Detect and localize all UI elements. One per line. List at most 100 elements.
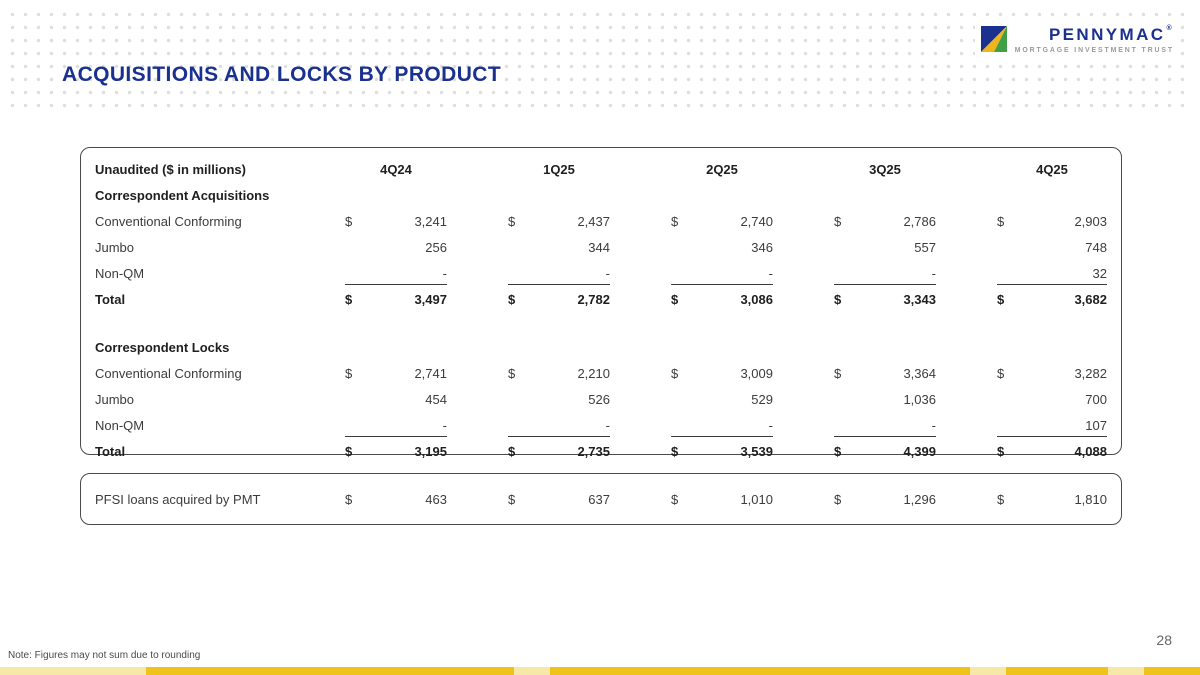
value-cell: $2,437 (508, 208, 671, 234)
value-group: $3,086 (671, 292, 773, 307)
value-text: 4,399 (903, 443, 936, 459)
bar-segment (550, 667, 970, 675)
value-cell: $3,241 (345, 208, 508, 234)
value-cell: - (834, 260, 997, 286)
pfsi-row: PFSI loans acquired by PMT $463 $637 $1,010… (95, 486, 1109, 512)
value-group: 529 (671, 392, 773, 407)
row-label: Jumbo (95, 391, 135, 407)
bar-segment (1006, 667, 1108, 675)
value-group: 32 (997, 266, 1107, 285)
value-text: 32 (1092, 265, 1107, 281)
currency-symbol: $ (834, 365, 842, 381)
value-text: - (605, 265, 610, 281)
value-group: $2,782 (508, 292, 610, 307)
value-text: 1,296 (903, 491, 936, 507)
value-group: $3,195 (345, 444, 447, 459)
table-row: Non-QM - - - - 32 (95, 260, 1109, 286)
value-group: $3,282 (997, 366, 1107, 381)
value-group: - (345, 266, 447, 285)
value-cell: - (671, 412, 834, 438)
currency-symbol: $ (508, 365, 516, 381)
value-cell: 1,036 (834, 386, 997, 412)
value-text: 2,210 (577, 365, 610, 381)
table-row: Non-QM - - - - 107 (95, 412, 1109, 438)
value-text: 2,741 (414, 365, 447, 381)
column-header-label: 3Q25 (869, 161, 901, 177)
value-cell: $3,282 (997, 360, 1109, 386)
bar-segment (514, 667, 550, 675)
value-text: - (931, 417, 936, 433)
value-cell: $3,497 (345, 286, 508, 312)
row-label: Total (95, 443, 126, 459)
value-text: 3,682 (1074, 291, 1107, 307)
value-text: 256 (425, 239, 447, 255)
value-cell: $3,343 (834, 286, 997, 312)
value-cell: $2,735 (508, 438, 671, 464)
value-group: $463 (345, 492, 447, 507)
value-group: $1,010 (671, 492, 773, 507)
value-text: - (931, 265, 936, 281)
value-text: 3,497 (414, 291, 447, 307)
section-header-row: Correspondent Acquisitions (95, 182, 1109, 208)
value-text: 3,343 (903, 291, 936, 307)
value-text: 344 (588, 239, 610, 255)
registered-mark: ® (1166, 25, 1174, 32)
bar-segment (146, 667, 514, 675)
value-group: $1,296 (834, 492, 936, 507)
value-group: $2,740 (671, 214, 773, 229)
table-row: Conventional Conforming $2,741 $2,210 $3,00… (95, 360, 1109, 386)
value-group: - (508, 418, 610, 437)
value-cell: 107 (997, 412, 1109, 438)
currency-symbol: $ (671, 365, 679, 381)
value-group: - (834, 266, 936, 285)
empty-cell (345, 182, 1109, 208)
value-group: $4,399 (834, 444, 936, 459)
value-text: 4,088 (1074, 443, 1107, 459)
currency-symbol: $ (671, 443, 679, 459)
value-group: $637 (508, 492, 610, 507)
main-table: Unaudited ($ in millions) 4Q24 1Q25 2Q25 3Q… (95, 156, 1109, 464)
table-header-row: Unaudited ($ in millions) 4Q24 1Q25 2Q25 3Q… (95, 156, 1109, 182)
row-label: Correspondent Locks (95, 339, 230, 355)
value-text: - (768, 265, 773, 281)
value-cell: $2,903 (997, 208, 1109, 234)
value-group: 454 (345, 392, 447, 407)
currency-symbol: $ (997, 443, 1005, 459)
value-group: 526 (508, 392, 610, 407)
value-group: - (671, 418, 773, 437)
value-cell: 748 (997, 234, 1109, 260)
bar-segment (1144, 667, 1200, 675)
pfsi-table-box: PFSI loans acquired by PMT $463 $637 $1,010… (80, 473, 1122, 525)
value-text: 748 (1085, 239, 1107, 255)
page-title: ACQUISITIONS AND LOCKS BY PRODUCT (62, 63, 502, 86)
currency-symbol: $ (345, 213, 353, 229)
value-text: 2,903 (1074, 213, 1107, 229)
column-header-label: 1Q25 (543, 161, 575, 177)
currency-symbol: $ (997, 213, 1005, 229)
value-cell: $3,539 (671, 438, 834, 464)
value-cell: $4,088 (997, 438, 1109, 464)
value-cell: $3,682 (997, 286, 1109, 312)
value-cell: $2,740 (671, 208, 834, 234)
column-header-label: 4Q25 (1036, 161, 1068, 177)
value-text: 526 (588, 391, 610, 407)
currency-symbol: $ (997, 365, 1005, 381)
value-cell: $3,086 (671, 286, 834, 312)
value-text: 2,740 (740, 213, 773, 229)
value-cell: - (508, 260, 671, 286)
currency-symbol: $ (834, 491, 842, 507)
spacer-cell (95, 312, 1109, 334)
pfsi-table-body: PFSI loans acquired by PMT $463 $637 $1,010… (95, 486, 1109, 512)
currency-symbol: $ (345, 365, 353, 381)
value-cell: 529 (671, 386, 834, 412)
value-cell: $3,364 (834, 360, 997, 386)
currency-symbol: $ (671, 213, 679, 229)
value-cell: $2,782 (508, 286, 671, 312)
table-row: Total $3,195 $2,735 $3,539 $4,399 $4,088 (95, 438, 1109, 464)
value-cell: - (671, 260, 834, 286)
column-header: 1Q25 (508, 156, 671, 182)
value-text: - (605, 417, 610, 433)
value-text: - (442, 265, 447, 281)
column-header: 2Q25 (671, 156, 834, 182)
value-cell: 344 (508, 234, 671, 260)
